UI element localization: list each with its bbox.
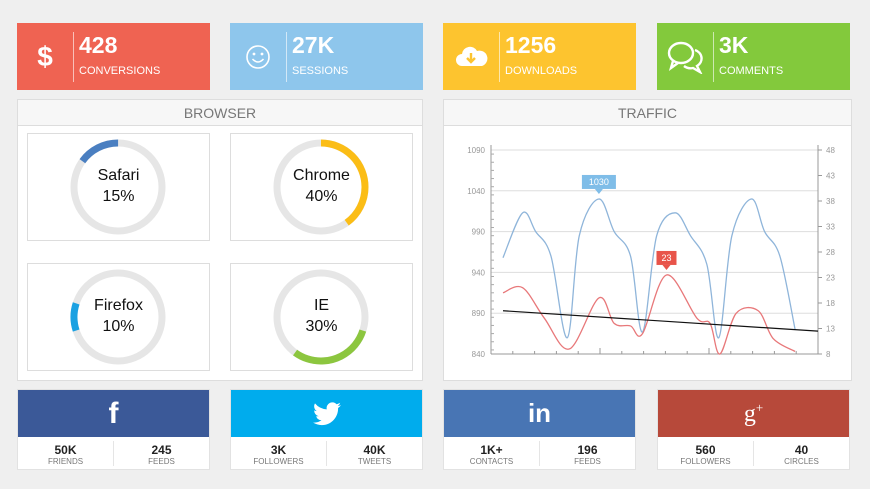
annotation-box [656, 250, 677, 265]
left-tick-label: 890 [472, 309, 486, 318]
right-tick-label: 33 [826, 223, 835, 232]
right-tick-label: 13 [826, 325, 835, 334]
smiley-icon [230, 23, 286, 90]
stat-value: 27K [292, 32, 335, 58]
left-tick-label: 1090 [467, 146, 485, 155]
annotation-pointer [594, 188, 603, 194]
stat-card-comments: 3K COMMENTS [657, 23, 850, 90]
annotation-pointer [662, 264, 671, 270]
browser-percent: 10% [102, 318, 135, 335]
browser-firefox-card: Firefox 10% [27, 263, 210, 371]
social-stat: 50K FRIENDS [18, 437, 113, 470]
social-stat-label: FEEDS [574, 457, 601, 466]
social-stat-label: FOLLOWERS [680, 457, 731, 466]
divider [713, 32, 714, 82]
traffic-chart: 840 890 940 990 1040 1090 8 13 18 23 28 33 38 43 48 103… [467, 145, 835, 359]
social-stat-value: 245 [151, 443, 172, 457]
social-stat-label: CONTACTS [469, 457, 514, 466]
right-tick-label: 23 [826, 274, 835, 283]
social-stat-value: 40K [363, 443, 386, 457]
social-stat-label: FOLLOWERS [253, 457, 304, 466]
social-stat-value: 50K [54, 443, 77, 457]
social-card-googleplus[interactable]: g+ 560 FOLLOWERS 40 CIRCLES [657, 389, 850, 470]
social-stat-label: FEEDS [148, 457, 175, 466]
divider [499, 32, 500, 82]
browser-percent: 15% [102, 188, 135, 205]
donut-arc [70, 269, 166, 365]
stat-card-conversions: $ 428 CONVERSIONS [17, 23, 210, 90]
social-stat-label: TWEETS [357, 457, 392, 466]
social-stat-label: FRIENDS [47, 457, 84, 466]
traffic-title: TRAFFIC [444, 100, 851, 126]
series-line-2 [502, 310, 819, 332]
social-card-twitter[interactable]: 3K FOLLOWERS 40K TWEETS [230, 389, 423, 470]
left-tick-label: 990 [472, 228, 486, 237]
right-tick-label: 38 [826, 197, 835, 206]
social-stat-value: 560 [695, 443, 716, 457]
donut-track [70, 269, 166, 365]
comments-icon [657, 23, 713, 90]
social-stat: 40K TWEETS [326, 441, 422, 466]
series-line-1 [502, 274, 796, 355]
social-stat: 3K FOLLOWERS [231, 437, 326, 470]
annotation-label: 23 [661, 253, 671, 263]
stat-label: DOWNLOADS [505, 65, 578, 77]
social-stat-value: 1K+ [480, 443, 503, 457]
stat-label: COMMENTS [719, 65, 784, 77]
social-stat-value: 3K [270, 443, 287, 457]
social-stat: 40 CIRCLES [753, 441, 849, 466]
linkedin-icon: in [444, 390, 635, 437]
divider [286, 32, 287, 82]
browser-name: IE [313, 297, 330, 314]
right-tick-label: 48 [826, 146, 835, 155]
stat-value: 428 [79, 32, 118, 58]
stat-value: 3K [719, 32, 749, 58]
stat-label: SESSIONS [292, 65, 349, 77]
browser-title: BROWSER [18, 100, 422, 126]
stat-card-downloads: 1256 DOWNLOADS [443, 23, 636, 90]
social-stat-value: 40 [794, 443, 809, 457]
browser-chrome-card: Chrome 40% [230, 133, 413, 241]
social-card-facebook[interactable]: f 50K FRIENDS 245 FEEDS [17, 389, 210, 470]
social-stat: 196 FEEDS [539, 441, 635, 466]
series-line-0 [502, 198, 796, 339]
social-card-linkedin[interactable]: in 1K+ CONTACTS 196 FEEDS [443, 389, 636, 470]
browser-percent: 30% [305, 318, 338, 335]
browser-safari-card: Safari 15% [27, 133, 210, 241]
right-tick-label: 28 [826, 248, 835, 257]
social-stat: 245 FEEDS [113, 441, 209, 466]
browser-percent: 40% [305, 188, 338, 205]
stat-label: CONVERSIONS [79, 65, 161, 77]
browser-name: Safari [97, 167, 140, 184]
social-stat: 1K+ CONTACTS [444, 437, 539, 470]
social-stat: 560 FOLLOWERS [658, 437, 753, 470]
right-tick-label: 18 [826, 299, 835, 308]
facebook-icon: f [18, 390, 209, 437]
browser-name: Chrome [293, 167, 350, 184]
right-tick-label: 8 [826, 350, 831, 359]
left-tick-label: 840 [472, 350, 486, 359]
social-stat-value: 196 [577, 443, 598, 457]
browser-name: Firefox [94, 297, 143, 314]
stat-card-sessions: 27K SESSIONS [230, 23, 423, 90]
left-tick-label: 940 [472, 268, 486, 277]
donut-arc [273, 139, 369, 235]
browser-ie-card: IE 30% [230, 263, 413, 371]
divider [73, 32, 74, 82]
dollar-icon: $ [37, 40, 53, 72]
right-tick-label: 43 [826, 172, 835, 181]
annotation-box [581, 174, 616, 189]
google-plus-icon: g+ [658, 390, 849, 437]
social-stat-label: CIRCLES [784, 457, 819, 466]
twitter-icon [231, 390, 422, 437]
stat-value: 1256 [505, 32, 557, 58]
cloud-download-icon [443, 23, 499, 90]
left-tick-label: 1040 [467, 187, 485, 196]
traffic-panel: TRAFFIC 840 890 940 990 1040 1090 8 13 18 23 28 33 3… [443, 99, 852, 381]
annotation-label: 1030 [589, 177, 609, 187]
